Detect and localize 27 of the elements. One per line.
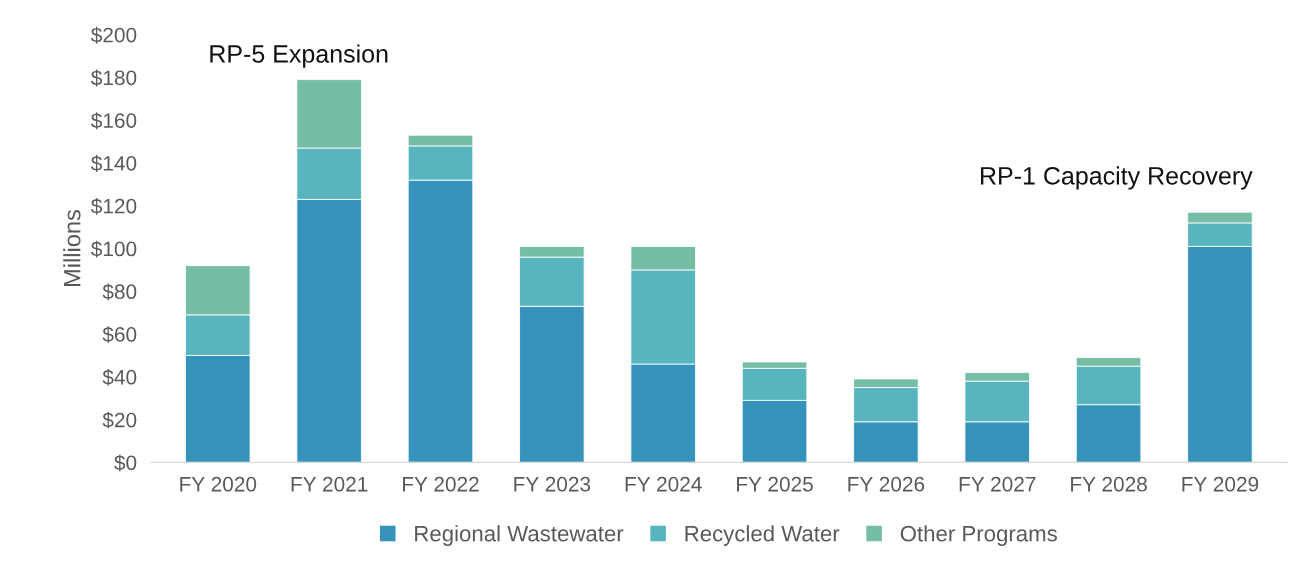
y-tick-label: $160 (90, 112, 137, 130)
x-tick-label: FY 2022 (403, 476, 479, 492)
y-tick-label: $80 (102, 283, 137, 301)
y-axis-title: Millions (63, 210, 81, 286)
x-tick-label: FY 2026 (848, 476, 925, 492)
x-tick-label: FY 2024 (625, 476, 702, 492)
legend-label: Recycled Water (685, 525, 840, 546)
x-tick-label: FY 2023 (514, 476, 591, 492)
y-tick-label: $40 (102, 368, 137, 386)
x-tick-label: FY 2020 (180, 476, 257, 492)
y-tick-label: $60 (102, 326, 137, 344)
annotation: RP-5 Expansion (210, 44, 388, 68)
y-tick-label: $200 (90, 26, 137, 44)
x-tick-label: FY 2025 (737, 476, 813, 492)
y-tick-label: $180 (90, 69, 137, 87)
y-tick-label: $0 (114, 454, 137, 472)
legend-label: Other Programs (900, 525, 1057, 546)
y-tick-label: $20 (102, 411, 137, 429)
x-tick-label: FY 2029 (1182, 476, 1259, 492)
x-tick-label: FY 2021 (291, 476, 368, 492)
y-tick-label: $100 (90, 240, 137, 258)
legend-label: Regional Wastewater (415, 525, 624, 546)
x-tick-label: FY 2027 (959, 476, 1036, 492)
y-tick-label: $120 (90, 197, 137, 215)
y-tick-label: $140 (90, 155, 137, 172)
annotation: RP-1 Capacity Recovery (981, 166, 1253, 190)
x-tick-label: FY 2028 (1071, 476, 1147, 492)
